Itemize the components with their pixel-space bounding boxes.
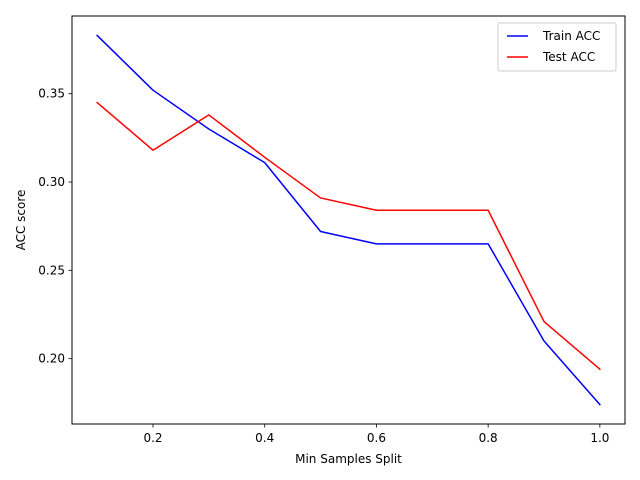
x-tick-label: 0.4 <box>255 431 274 445</box>
x-axis-label: Min Samples Split <box>295 452 402 466</box>
x-axis: 0.2 0.4 0.6 0.8 1.0 <box>143 424 609 445</box>
y-axis-label: ACC score <box>14 190 28 251</box>
y-axis: 0.20 0.25 0.30 0.35 <box>38 87 72 366</box>
series-line-train-acc <box>96 34 601 406</box>
series-layer <box>96 34 601 406</box>
x-tick-label: 0.6 <box>367 431 386 445</box>
series-line-test-acc <box>96 101 601 371</box>
x-tick-label: 0.8 <box>479 431 498 445</box>
y-tick-label: 0.25 <box>38 263 65 277</box>
plot-frame <box>71 15 626 425</box>
x-tick-label: 1.0 <box>590 431 609 445</box>
y-tick-label: 0.35 <box>38 87 65 101</box>
legend: Train ACC Test ACC <box>497 22 617 72</box>
legend-box <box>497 22 617 72</box>
legend-label-train-acc: Train ACC <box>542 29 600 43</box>
plot-area <box>72 16 625 424</box>
legend-label-test-acc: Test ACC <box>542 50 595 64</box>
y-tick-label: 0.20 <box>38 352 65 366</box>
x-tick-label: 0.2 <box>143 431 162 445</box>
y-tick-label: 0.30 <box>38 175 65 189</box>
